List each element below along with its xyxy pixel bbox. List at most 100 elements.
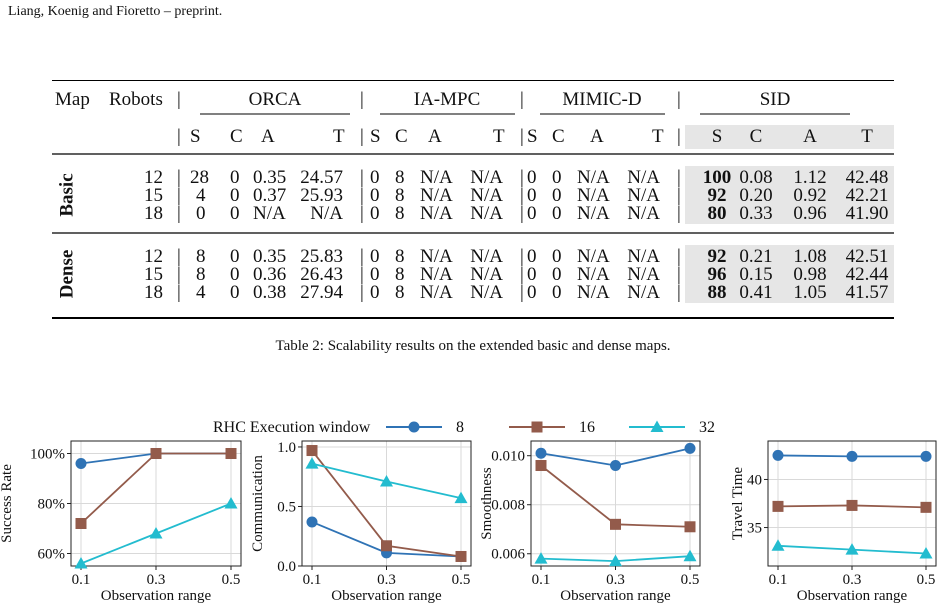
cell-mimicd-a: N/A	[577, 264, 610, 285]
cell-sid-s: 92	[707, 185, 727, 206]
x-axis-label: Observation range	[560, 588, 671, 604]
cell-mimicd-t: N/A	[627, 264, 660, 285]
cell-mimicd-c: 0	[552, 264, 562, 285]
marker-square	[150, 448, 162, 459]
chart-travel-time: 35 40 0.1 0.3 0.5 Observation range Travel Tim…	[730, 440, 937, 604]
y-tick-label: 80%	[38, 497, 66, 513]
marker-triangle	[845, 543, 859, 555]
y-axis-label: Travel Time	[730, 467, 746, 541]
column-divider: |	[677, 246, 681, 267]
header-divider: |	[177, 126, 181, 147]
cell-iampc-s: 0	[370, 264, 380, 285]
robots-count: 18	[144, 282, 163, 303]
y-tick-label: 0.006	[491, 547, 525, 563]
header-divider: |	[177, 89, 181, 110]
cell-sid-a: 1.08	[793, 246, 827, 267]
cell-orca-t: 25.93	[300, 185, 343, 206]
cell-iampc-c: 8	[395, 185, 405, 206]
cell-sid-s: 100	[702, 167, 732, 188]
y-tick-label: 1.0	[277, 440, 296, 456]
cell-orca-t: 24.57	[300, 167, 343, 188]
section-label-dense: Dense	[56, 249, 78, 299]
marker-square	[846, 499, 858, 511]
marker-triangle	[771, 539, 785, 551]
marker-triangle	[683, 549, 697, 562]
legend-label: 8	[456, 419, 464, 436]
marker-triangle	[224, 497, 238, 509]
header-group-orca: ORCA	[248, 89, 302, 110]
cell-iampc-a: N/A	[420, 246, 453, 267]
cell-sid-t: 42.44	[845, 264, 889, 285]
y-tick-label: 0.5	[277, 499, 296, 515]
marker-triangle	[380, 474, 393, 487]
subheader-t: T	[652, 126, 664, 147]
running-header: Liang, Koenig and Fioretto – preprint.	[8, 4, 223, 19]
column-divider: |	[520, 185, 524, 206]
cell-iampc-s: 0	[370, 185, 380, 206]
marker-square	[306, 445, 318, 457]
legend-title: RHC Execution window	[213, 419, 371, 436]
subheader-c: C	[395, 126, 408, 147]
marker-square	[381, 540, 392, 552]
subheader-s: S	[370, 126, 381, 147]
cell-sid-t: 42.48	[845, 167, 889, 188]
cell-mimicd-s: 0	[527, 203, 537, 224]
cell-iampc-a: N/A	[420, 282, 453, 303]
robots-count: 15	[144, 185, 163, 206]
x-tick-label: 0.5	[917, 572, 936, 588]
cell-mimicd-a: N/A	[577, 185, 610, 206]
marker-square	[772, 500, 784, 512]
cell-orca-s: 8	[196, 246, 206, 267]
header-divider: |	[677, 89, 681, 110]
cell-iampc-t: N/A	[470, 246, 503, 267]
subheader-c: C	[230, 126, 243, 147]
cell-mimicd-a: N/A	[577, 282, 610, 303]
x-tick-label: 0.1	[72, 572, 91, 588]
y-axis-label: Success Rate	[0, 464, 15, 543]
cell-iampc-s: 0	[370, 167, 380, 188]
column-divider: |	[677, 185, 681, 206]
cell-iampc-c: 8	[395, 264, 405, 285]
y-tick-label: 40	[747, 472, 762, 488]
cell-orca-a: 0.38	[253, 282, 287, 303]
cell-orca-c: 0	[230, 203, 240, 224]
header-group-mimicd: MIMIC-D	[562, 89, 642, 110]
cell-sid-s: 96	[707, 264, 727, 285]
cell-iampc-a: N/A	[420, 203, 453, 224]
subheader-t: T	[493, 126, 505, 147]
legend: RHC Execution window 8 16 32	[213, 419, 715, 436]
cell-sid-c: 0.21	[739, 246, 773, 267]
marker-circle	[920, 450, 932, 462]
cell-mimicd-c: 0	[552, 167, 562, 188]
cell-orca-t: 26.43	[300, 264, 343, 285]
legend-label: 32	[699, 419, 715, 436]
cell-mimicd-c: 0	[552, 203, 562, 224]
column-divider: |	[677, 203, 681, 224]
column-divider: |	[177, 203, 181, 224]
cell-mimicd-s: 0	[527, 282, 537, 303]
cell-sid-t: 41.57	[845, 282, 889, 303]
subheader-c: C	[552, 126, 565, 147]
marker-triangle	[534, 552, 548, 564]
x-tick-label: 0.3	[147, 572, 166, 588]
cell-mimicd-c: 0	[552, 185, 562, 206]
x-tick-label: 0.3	[843, 572, 862, 588]
y-tick-label: 0.0	[277, 559, 296, 575]
cell-mimicd-s: 0	[527, 264, 537, 285]
cell-iampc-s: 0	[370, 282, 380, 303]
header-divider: |	[677, 126, 681, 147]
cell-sid-t: 42.21	[845, 185, 889, 206]
column-divider: |	[520, 282, 524, 303]
cell-orca-a: 0.36	[253, 264, 287, 285]
marker-square	[920, 501, 932, 513]
cell-orca-t: 27.94	[300, 282, 343, 303]
cell-sid-c: 0.20	[739, 185, 773, 206]
cell-iampc-c: 8	[395, 203, 405, 224]
robots-count: 12	[144, 246, 163, 267]
x-axis-label: Observation range	[797, 588, 908, 604]
column-divider: |	[177, 264, 181, 285]
column-divider: |	[520, 167, 524, 188]
table-caption: Table 2: Scalability results on the exte…	[275, 338, 671, 354]
header-group-iampc: IA-MPC	[413, 89, 481, 110]
cell-mimicd-t: N/A	[627, 246, 660, 267]
